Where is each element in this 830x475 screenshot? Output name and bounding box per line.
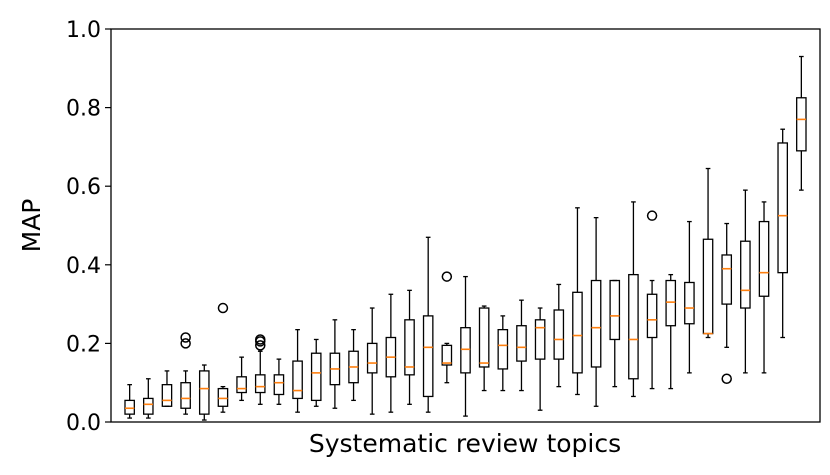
- box-iqr: [740, 240, 751, 309]
- box-31: [684, 220, 695, 374]
- box-iqr: [366, 342, 378, 374]
- box-iqr: [217, 387, 229, 407]
- box-iqr: [441, 344, 453, 366]
- box-iqr: [553, 309, 565, 360]
- y-tick-label: 0.8: [66, 97, 101, 122]
- box-10: [292, 328, 303, 413]
- box-17: [422, 236, 434, 413]
- y-tick-label: 0.6: [66, 175, 101, 200]
- box-35: [758, 201, 770, 374]
- box-6: [217, 302, 229, 413]
- box-iqr: [124, 399, 135, 415]
- box-7: [236, 356, 247, 402]
- box-14: [366, 307, 378, 415]
- box-iqr: [478, 307, 490, 368]
- box-20: [478, 305, 490, 392]
- box-15: [385, 293, 397, 413]
- box-iqr: [721, 254, 733, 305]
- plot-frame: [110, 28, 821, 423]
- y-tick-label: 0.2: [66, 332, 101, 357]
- box-iqr: [404, 319, 415, 376]
- box-12: [329, 319, 341, 409]
- box-28: [628, 201, 639, 398]
- box-4: [180, 332, 191, 415]
- box-1: [124, 384, 135, 419]
- y-tick-label: 0.4: [66, 254, 101, 279]
- box-27: [609, 279, 621, 388]
- box-iqr: [516, 325, 527, 362]
- y-tick-label: 0.0: [66, 411, 101, 436]
- box-11: [310, 338, 322, 407]
- box-iqr: [236, 376, 247, 394]
- box-19: [460, 275, 471, 417]
- outlier-point: [721, 373, 732, 385]
- box-iqr: [310, 352, 322, 402]
- box-iqr: [534, 319, 546, 360]
- box-iqr: [292, 360, 303, 400]
- outlier-point: [180, 338, 191, 349]
- box-24: [553, 283, 565, 388]
- box-iqr: [572, 291, 583, 374]
- outlier-point: [217, 302, 229, 314]
- box-iqr: [497, 328, 509, 370]
- box-29: [646, 210, 658, 390]
- box-iqr: [609, 279, 621, 341]
- box-iqr: [702, 238, 714, 335]
- box-25: [572, 207, 583, 396]
- box-30: [665, 273, 677, 390]
- box-32: [702, 167, 714, 339]
- box-2: [143, 378, 154, 419]
- box-iqr: [460, 327, 471, 374]
- box-33: [721, 222, 733, 385]
- outlier-point: [441, 271, 453, 282]
- box-iqr: [758, 220, 770, 297]
- box-5: [198, 364, 210, 421]
- box-iqr: [665, 279, 677, 327]
- box-series: [124, 55, 807, 421]
- box-iqr: [254, 374, 266, 394]
- box-23: [534, 307, 546, 411]
- box-37: [796, 55, 807, 191]
- box-36: [777, 128, 788, 339]
- box-iqr: [777, 142, 788, 274]
- box-iqr: [273, 374, 285, 396]
- box-9: [273, 358, 285, 405]
- box-iqr: [646, 293, 658, 339]
- box-13: [348, 328, 359, 402]
- outlier-point: [255, 340, 266, 351]
- box-iqr: [180, 382, 191, 409]
- box-18: [441, 271, 453, 384]
- y-axis-label: MAP: [17, 199, 46, 253]
- box-iqr: [796, 97, 807, 152]
- box-iqr: [590, 279, 602, 368]
- box-34: [740, 189, 751, 374]
- box-26: [590, 216, 602, 407]
- box-iqr: [161, 384, 173, 407]
- box-iqr: [422, 315, 434, 398]
- outlier-point: [180, 332, 191, 343]
- box-16: [404, 289, 415, 405]
- box-iqr: [684, 281, 695, 325]
- outlier-point: [646, 210, 658, 221]
- box-21: [497, 315, 509, 392]
- box-iqr: [198, 370, 210, 415]
- box-iqr: [628, 273, 639, 380]
- box-22: [516, 299, 527, 392]
- x-axis-label: Systematic review topics: [309, 429, 621, 458]
- box-iqr: [143, 397, 154, 415]
- outlier-point: [255, 334, 266, 345]
- box-8: [254, 334, 266, 405]
- y-tick-label: 1.0: [66, 18, 101, 43]
- y-axis: 0.0 0.2 0.4 0.6 0.8 1.0: [66, 18, 111, 436]
- box-3: [161, 370, 173, 407]
